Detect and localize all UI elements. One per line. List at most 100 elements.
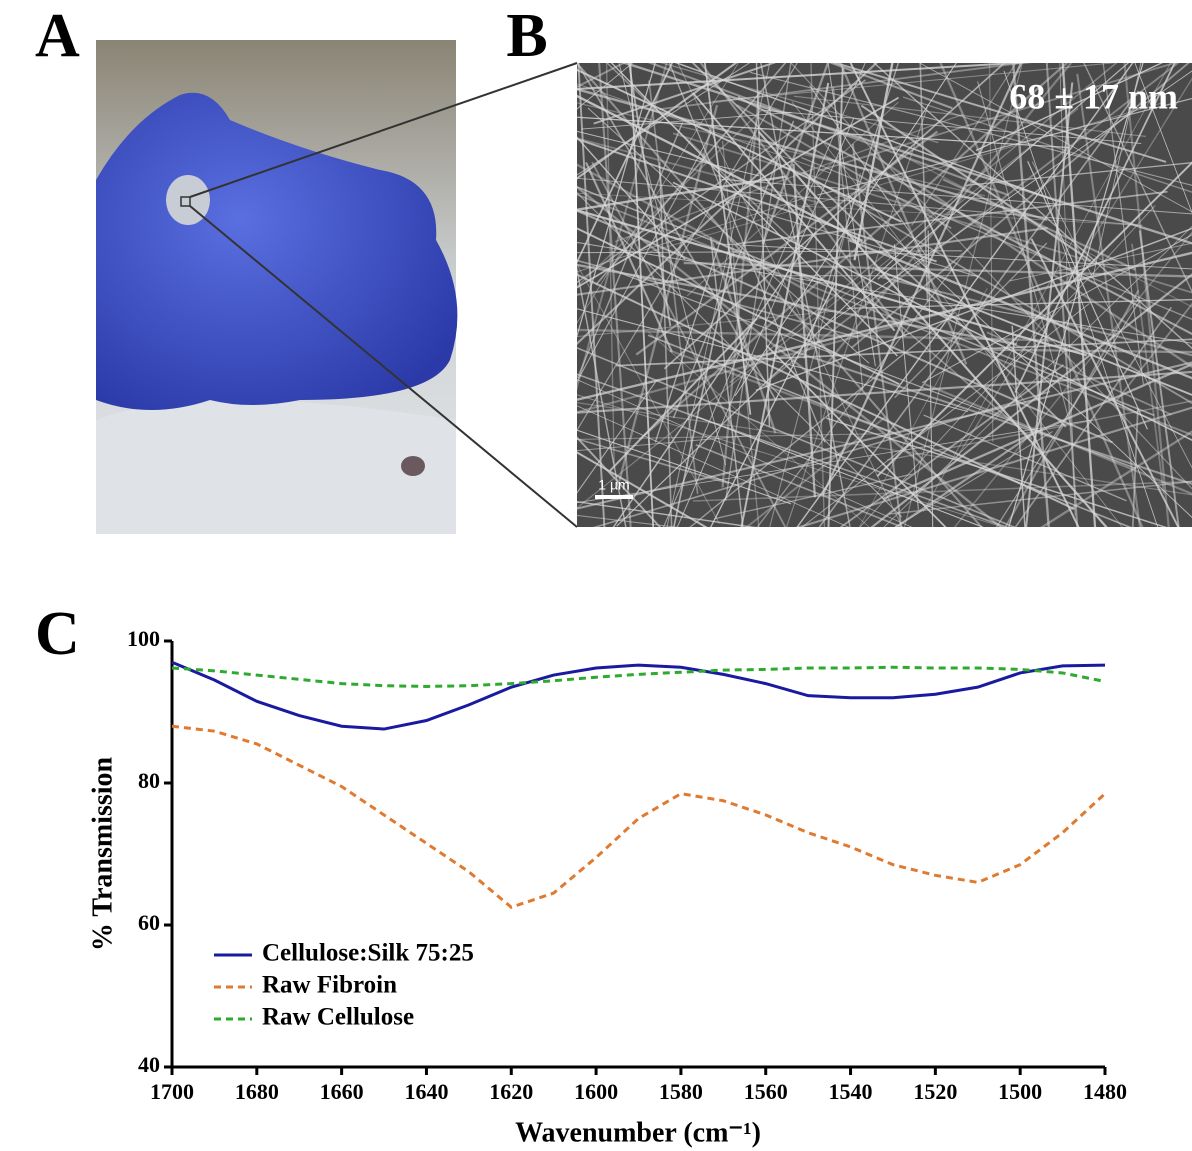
fiber [577,379,913,527]
x-tick-label: 1540 [829,1079,873,1104]
fiber [1116,302,1192,401]
fibers [577,63,1192,527]
y-tick-label: 40 [138,1052,160,1077]
fiber [995,299,1141,527]
fiber [924,383,1192,495]
fiber [817,63,1178,172]
fiber [1131,243,1165,494]
fiber [869,152,1192,369]
fiber [977,81,1072,427]
fiber [792,163,817,498]
fiber [749,71,1192,186]
fiber [629,63,655,527]
fiber [953,231,1192,527]
fiber [577,63,1033,91]
fiber [790,63,1192,490]
fiber [672,181,1192,441]
fiber [736,104,952,230]
fiber [721,140,760,527]
fiber [882,363,1192,501]
x-tick-label: 1640 [404,1079,448,1104]
chart: C Wavenumber (cm⁻¹) % Transmission 40 60 8… [35,600,1127,1148]
fiber [616,193,962,527]
fiber [1009,242,1192,282]
x-tick-label: 1580 [659,1079,703,1104]
fiber [902,96,1192,193]
fiber [827,63,876,367]
fiber [817,97,1192,196]
fiber [577,195,812,273]
fiber [918,63,1192,213]
fiber [989,63,994,442]
fiber [796,63,1134,527]
fiber [577,405,850,527]
legend-label: Raw Cellulose [262,1004,414,1031]
x-tick-label: 1480 [1083,1079,1127,1104]
fiber [729,63,1118,384]
fiber [860,104,1092,262]
fiber [577,266,627,527]
fiber [577,394,1005,527]
fiber [760,63,851,527]
fiber [721,91,761,488]
fiber [848,238,1192,380]
fiber [921,234,1192,384]
fiber [755,227,1192,392]
x-tick-label: 1600 [574,1079,618,1104]
fiber [1083,63,1192,294]
fiber [1004,290,1140,527]
fiber [1059,63,1076,516]
legend-label: Raw Fibroin [262,972,397,999]
fiber [870,273,1192,527]
fiber [894,430,1053,527]
fiber [609,318,758,472]
fiber [676,117,855,527]
glove [96,92,458,411]
fiber [577,250,963,254]
fiber [826,417,1168,527]
fiber [618,63,727,466]
fiber [592,390,1051,527]
panel-letter: A [35,2,80,70]
fiber [648,331,870,527]
fiber [734,63,957,397]
fiber [911,63,1017,227]
fiber [712,63,1118,102]
y-tick-label: 60 [138,910,160,935]
fiber [577,419,1093,504]
table-surface [96,400,456,534]
series-line [171,724,1107,909]
fiber [577,185,1003,527]
scale-bar-label: 1 µm [598,477,629,493]
fiber [801,156,1192,321]
fiber [1061,63,1097,527]
fiber [899,154,1192,308]
fiber [894,431,1036,527]
fiber [877,63,1130,280]
fiber [876,161,1192,477]
photo-panel: A [35,2,458,534]
fiber [849,63,1080,527]
fiber [577,163,828,303]
fiber [1025,82,1074,527]
fiber [692,480,1192,502]
fiber [577,137,937,263]
fiber [939,63,1144,527]
fiber [986,331,1172,416]
fiber [577,435,752,452]
fiber [765,344,947,527]
x-tick-label: 1520 [913,1079,957,1104]
fiber [720,178,1192,215]
fiber [1012,63,1050,527]
zoom-line [189,62,578,198]
fiber [724,63,792,501]
sem-panel: 68 ± 17 nm 1 µm B [506,2,1192,527]
x-tick-label: 1560 [744,1079,788,1104]
fiber [577,63,751,176]
fiber [577,514,680,527]
fiber [1030,238,1180,527]
fiber [577,63,606,527]
fiber [577,308,968,413]
fiber-diameter: 68 ± 17 nm [1009,76,1178,116]
fiber [619,272,1137,470]
